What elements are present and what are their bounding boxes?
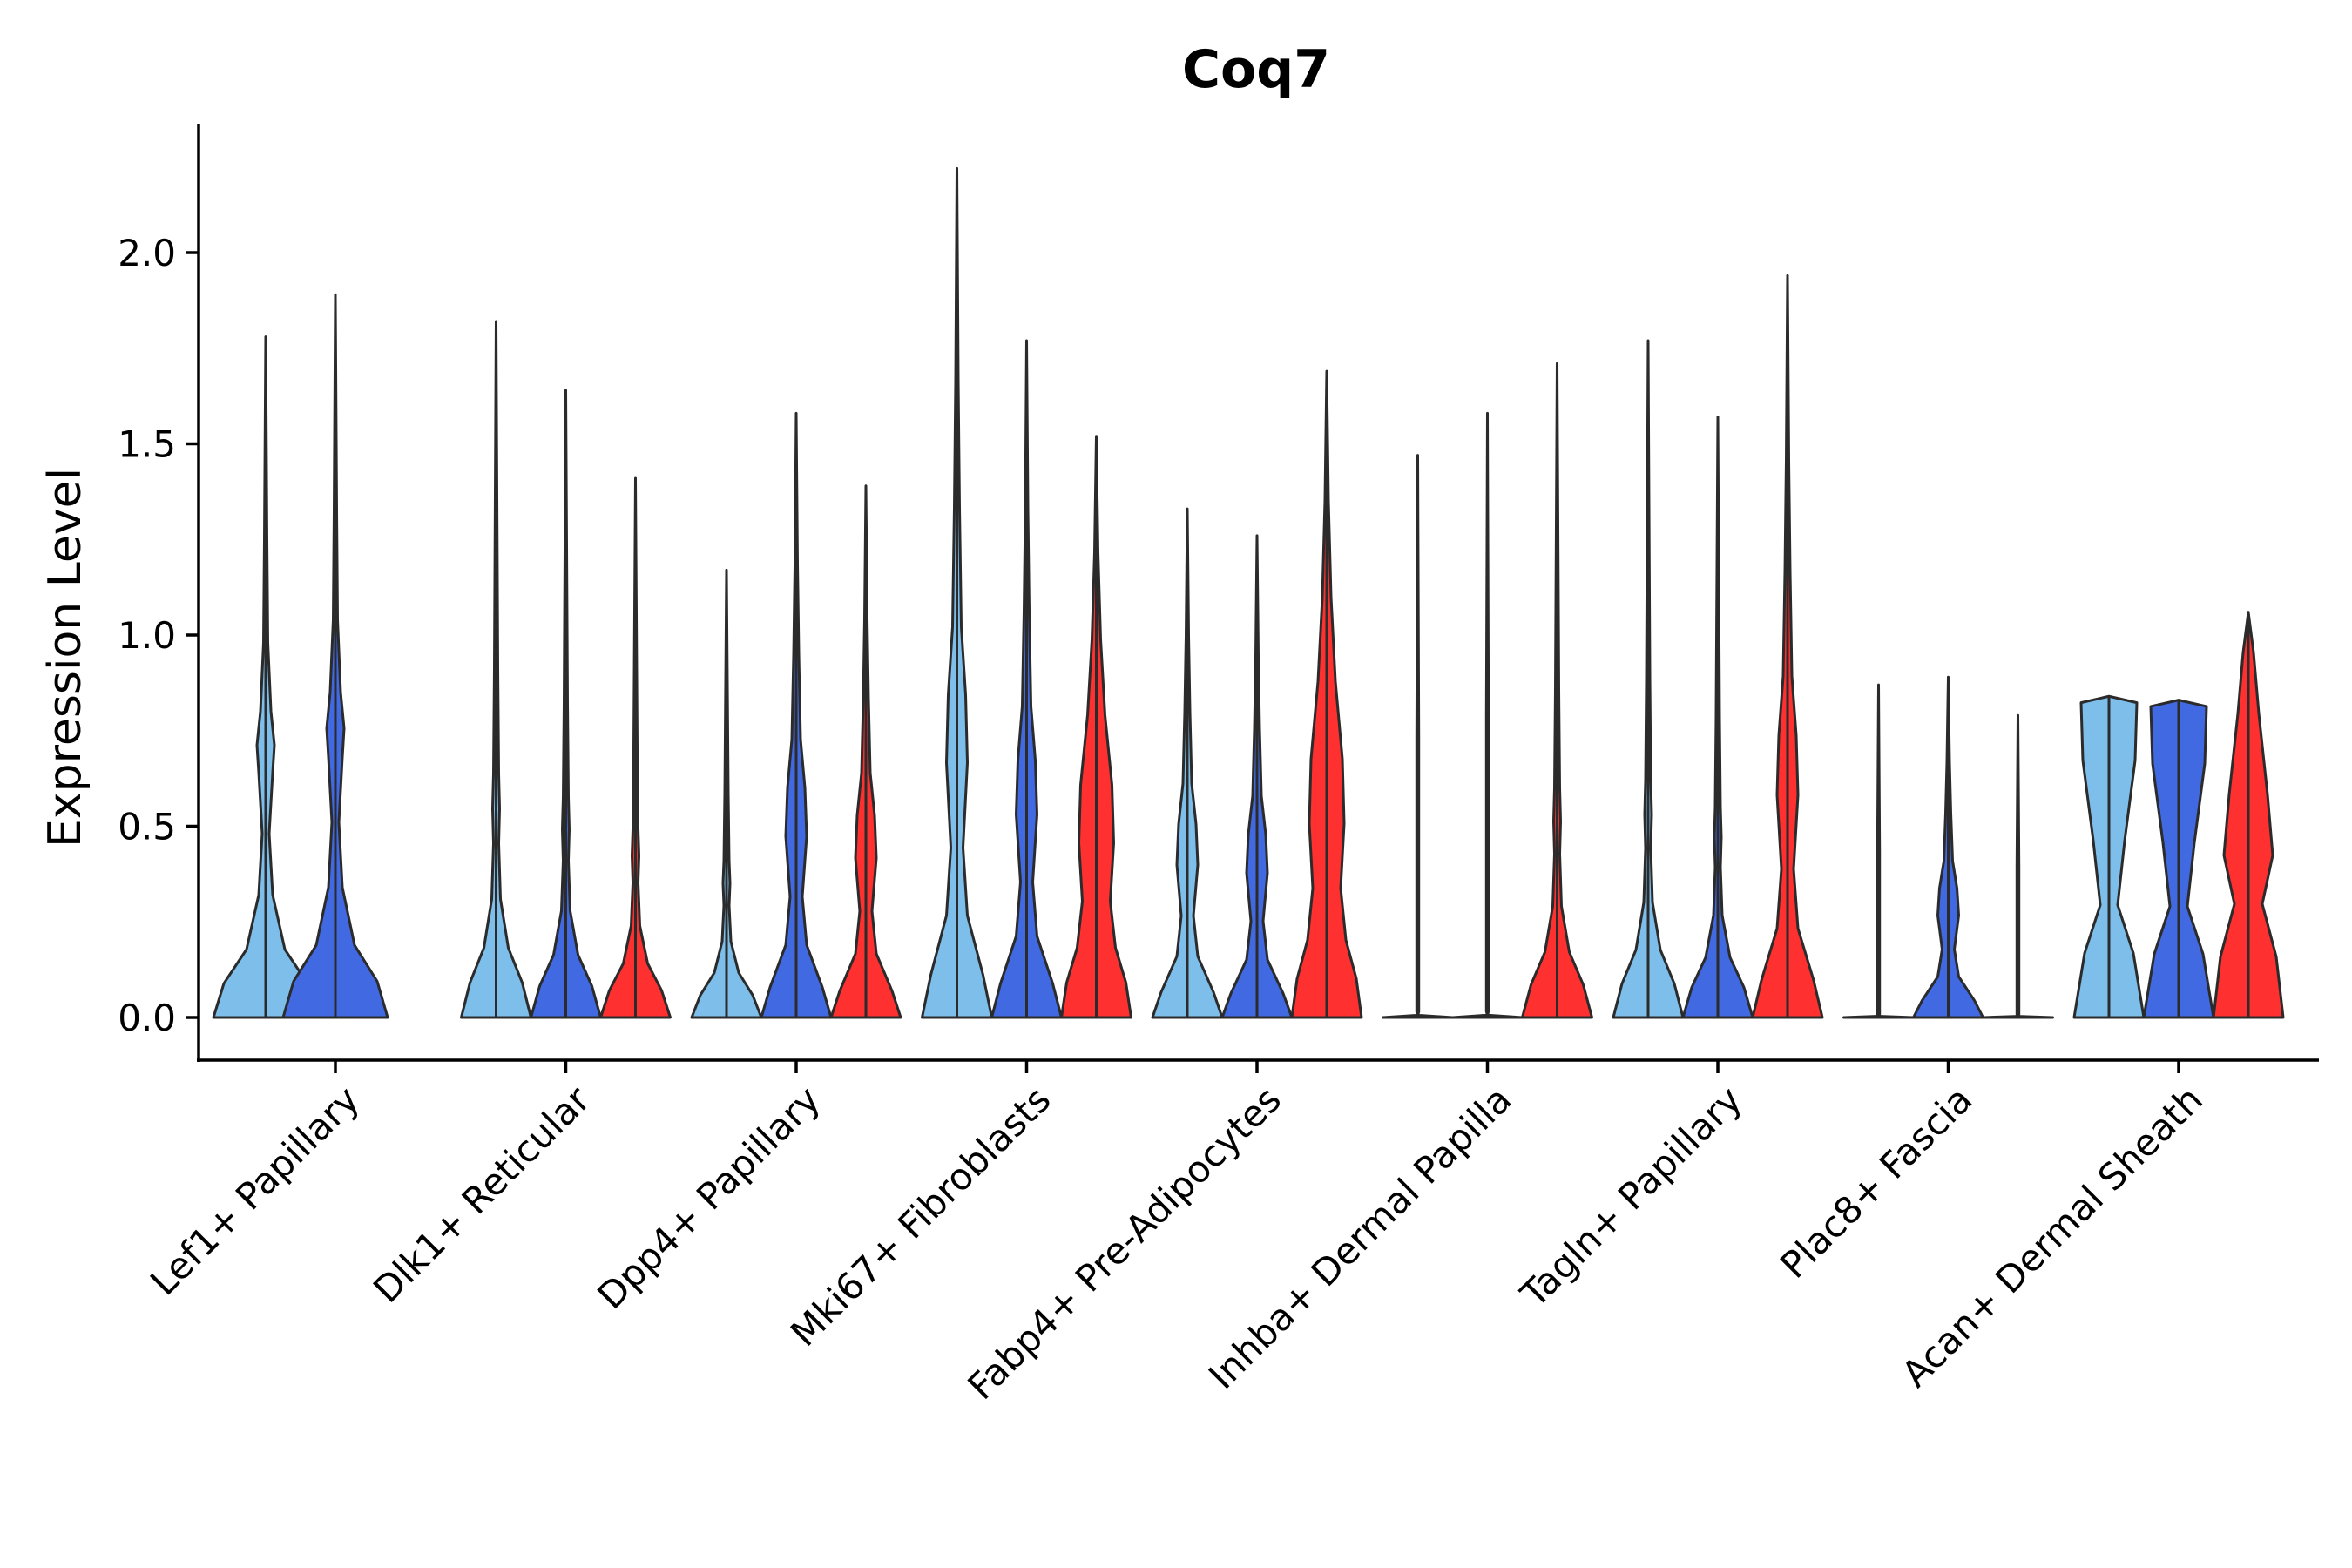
x-tick-label: Plac8+ Fascia bbox=[1772, 1078, 1980, 1286]
x-tick-label: Dpp4+ Papillary bbox=[589, 1078, 828, 1317]
x-tick-label: Lef1+ Papillary bbox=[142, 1078, 368, 1303]
x-tick-label: Dlk1+ Reticular bbox=[365, 1078, 598, 1311]
chart-title: Coq7 bbox=[1182, 39, 1330, 100]
y-tick-label: 0.5 bbox=[118, 806, 176, 848]
y-ticks: 0.0 0.5 1.0 1.5 2.0 bbox=[118, 232, 199, 1039]
y-tick-label: 1.5 bbox=[118, 423, 176, 466]
y-tick-label: 1.0 bbox=[118, 614, 176, 657]
x-tick-label: Mki67+ Fibroblasts bbox=[782, 1078, 1058, 1354]
y-tick-label: 2.0 bbox=[118, 232, 176, 274]
y-tick-label: 0.0 bbox=[118, 997, 176, 1039]
violin-layer bbox=[212, 166, 2285, 1019]
x-tick-label: Tagln+ Papillary bbox=[1512, 1078, 1750, 1315]
y-axis-label: Expression Level bbox=[39, 468, 91, 848]
